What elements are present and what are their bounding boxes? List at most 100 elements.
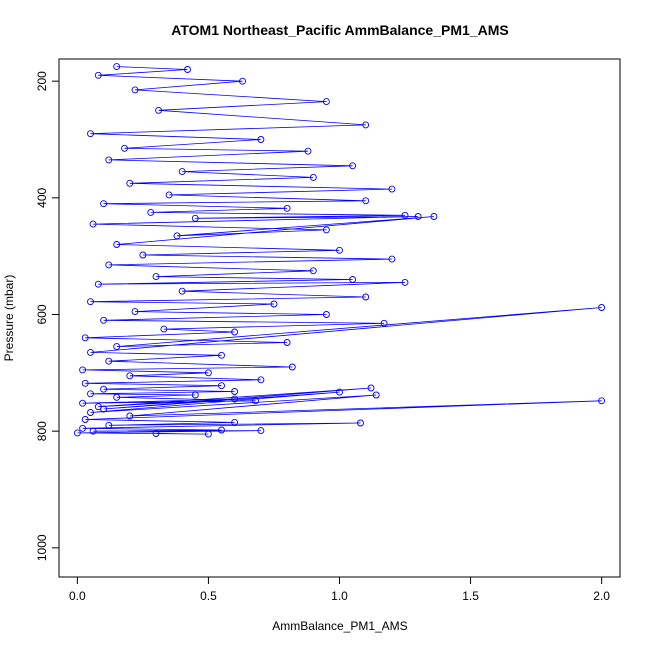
data-point bbox=[126, 372, 134, 380]
data-point bbox=[178, 287, 186, 295]
data-point bbox=[380, 319, 388, 327]
data-point bbox=[178, 168, 186, 176]
data-point bbox=[388, 255, 396, 263]
data-point bbox=[87, 130, 94, 138]
data-point bbox=[270, 300, 278, 308]
series-line bbox=[77, 66, 602, 435]
plot-area bbox=[73, 63, 606, 438]
data-point bbox=[147, 208, 155, 216]
data-point bbox=[105, 357, 113, 365]
x-tick-label: 1.5 bbox=[462, 589, 479, 603]
data-point bbox=[231, 418, 239, 426]
y-tick-label: 600 bbox=[35, 304, 49, 324]
data-point bbox=[218, 426, 225, 434]
y-tick-label: 400 bbox=[35, 187, 49, 207]
data-point bbox=[160, 325, 168, 333]
data-point bbox=[87, 348, 94, 356]
data-point bbox=[79, 366, 87, 374]
data-point bbox=[252, 397, 260, 405]
data-point bbox=[357, 419, 364, 427]
data-point bbox=[349, 276, 357, 283]
data-point bbox=[598, 397, 606, 405]
data-point bbox=[155, 106, 163, 114]
data-point bbox=[89, 427, 97, 435]
x-tick-label: 0.5 bbox=[200, 589, 217, 603]
data-point bbox=[257, 376, 265, 384]
data-point bbox=[336, 388, 343, 396]
data-point bbox=[100, 200, 108, 208]
data-point bbox=[89, 220, 97, 228]
data-point bbox=[105, 421, 113, 429]
chart-title: ATOM1 Northeast_Pacific AmmBalance_PM1_A… bbox=[171, 22, 508, 38]
data-point bbox=[131, 86, 139, 94]
data-point bbox=[191, 391, 199, 399]
data-point bbox=[79, 424, 87, 432]
data-point bbox=[322, 311, 330, 318]
data-point bbox=[304, 147, 312, 155]
x-tick-label: 1.0 bbox=[331, 589, 348, 603]
data-point bbox=[231, 388, 239, 395]
x-axis-label: AmmBalance_PM1_AMS bbox=[272, 619, 407, 633]
data-point bbox=[309, 267, 317, 275]
data-point bbox=[139, 251, 147, 259]
data-point bbox=[113, 393, 121, 401]
data-point bbox=[322, 98, 330, 106]
data-point bbox=[401, 211, 409, 219]
data-point bbox=[87, 390, 94, 398]
data-point bbox=[362, 121, 370, 129]
data-point bbox=[204, 430, 212, 438]
data-point bbox=[218, 351, 225, 359]
data-point bbox=[322, 226, 330, 234]
data-point bbox=[100, 316, 108, 324]
x-axis: 0.0 0.5 1.0 1.5 2.0 bbox=[69, 577, 610, 603]
data-point bbox=[372, 391, 380, 399]
data-point bbox=[73, 429, 81, 437]
data-point bbox=[81, 334, 89, 342]
data-point bbox=[231, 395, 239, 403]
data-point bbox=[94, 71, 102, 79]
data-point bbox=[231, 328, 239, 336]
y-tick-label: 800 bbox=[35, 421, 49, 441]
data-point bbox=[336, 246, 343, 254]
data-point bbox=[81, 379, 89, 387]
data-point bbox=[257, 427, 265, 435]
data-point bbox=[100, 385, 108, 393]
data-point bbox=[401, 278, 409, 286]
data-point bbox=[165, 191, 173, 199]
data-point bbox=[598, 304, 606, 311]
data-point bbox=[349, 162, 357, 170]
data-point bbox=[87, 409, 94, 416]
data-point bbox=[204, 369, 212, 377]
data-point bbox=[105, 156, 113, 164]
data-point bbox=[191, 214, 199, 222]
data-point bbox=[126, 179, 134, 187]
data-point bbox=[152, 273, 160, 281]
data-point bbox=[105, 261, 113, 269]
x-tick-label: 0.0 bbox=[69, 589, 86, 603]
data-point bbox=[362, 197, 370, 205]
data-point bbox=[367, 384, 375, 392]
data-point bbox=[283, 339, 291, 346]
data-point bbox=[257, 136, 265, 143]
data-point bbox=[113, 63, 121, 71]
data-point bbox=[388, 185, 396, 193]
y-tick-label: 1000 bbox=[35, 534, 49, 561]
data-point bbox=[414, 213, 422, 220]
data-point bbox=[218, 382, 225, 390]
data-point bbox=[113, 343, 121, 351]
data-point bbox=[184, 66, 191, 73]
data-point bbox=[430, 213, 438, 220]
data-point bbox=[121, 144, 128, 152]
y-axis-label: Pressure (mbar) bbox=[2, 275, 16, 362]
data-point bbox=[126, 412, 134, 420]
data-point bbox=[79, 399, 87, 407]
data-point bbox=[239, 77, 246, 85]
data-point bbox=[87, 298, 94, 306]
data-point bbox=[309, 173, 317, 181]
data-point bbox=[362, 293, 370, 301]
data-point bbox=[113, 241, 121, 248]
data-point bbox=[81, 416, 89, 423]
data-point bbox=[173, 232, 181, 240]
data-point bbox=[131, 308, 139, 316]
